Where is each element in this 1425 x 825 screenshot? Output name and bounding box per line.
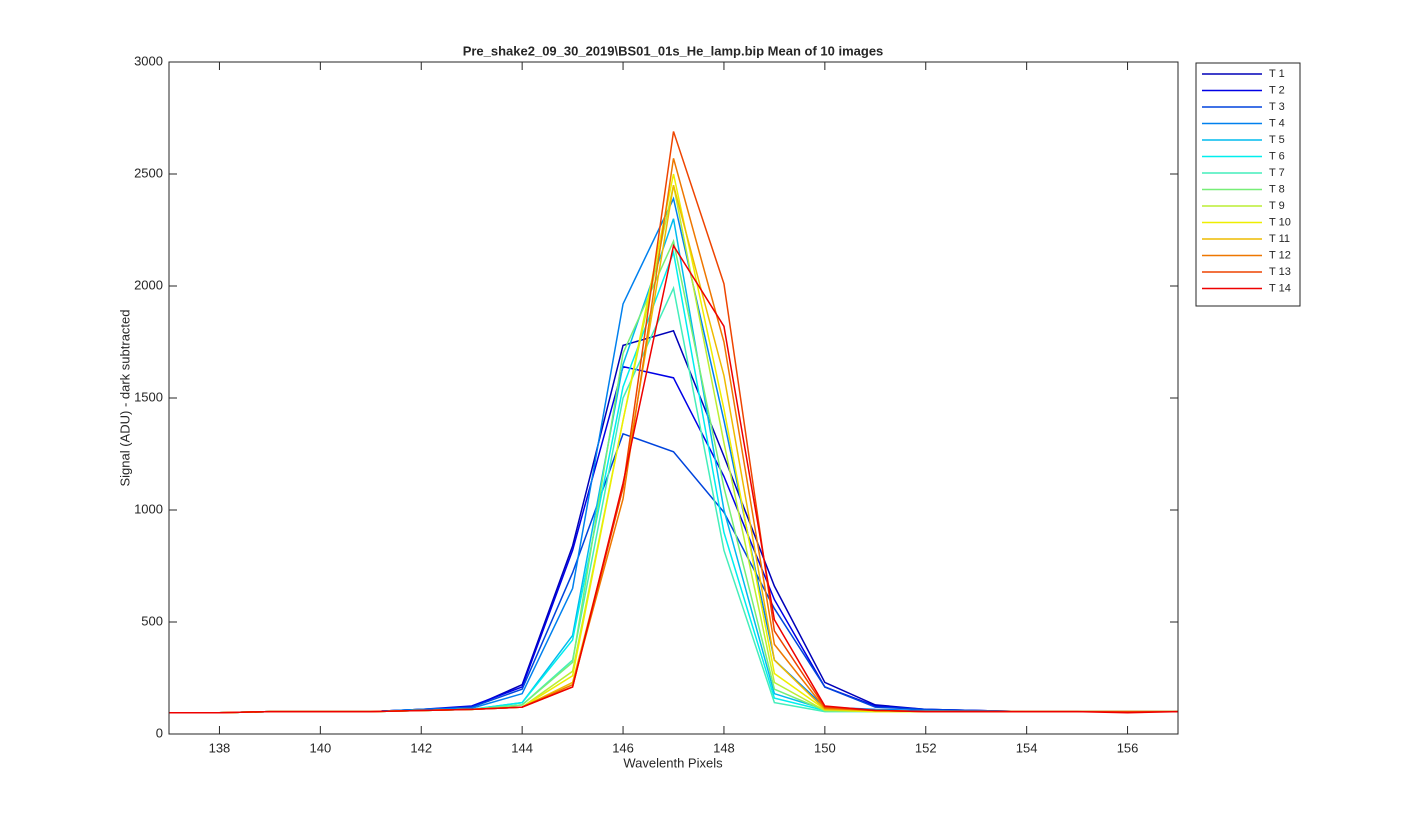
legend-label: T 14	[1269, 282, 1291, 294]
x-tick-label: 144	[511, 740, 533, 755]
y-tick-label: 1500	[134, 389, 163, 404]
legend-label: T 5	[1269, 134, 1285, 146]
legend-label: T 10	[1269, 216, 1291, 228]
legend-label: T 12	[1269, 249, 1291, 261]
legend-label: T 9	[1269, 200, 1285, 212]
x-tick-label: 148	[713, 740, 735, 755]
x-tick-label: 146	[612, 740, 634, 755]
legend-label: T 6	[1269, 150, 1285, 162]
y-tick-label: 1000	[134, 501, 163, 516]
legend-label: T 11	[1269, 233, 1290, 245]
x-axis-label: Wavelenth Pixels	[623, 755, 723, 770]
y-tick-label: 2500	[134, 165, 163, 180]
legend-label: T 4	[1269, 117, 1285, 129]
x-tick-label: 142	[410, 740, 432, 755]
x-tick-label: 140	[309, 740, 331, 755]
legend-label: T 8	[1269, 183, 1285, 195]
x-tick-label: 154	[1016, 740, 1038, 755]
x-tick-label: 150	[814, 740, 836, 755]
legend-label: T 7	[1269, 167, 1285, 179]
x-tick-label: 138	[209, 740, 231, 755]
y-axis-label: Signal (ADU) - dark subtracted	[117, 309, 132, 486]
x-tick-label: 152	[915, 740, 937, 755]
y-tick-label: 500	[141, 613, 163, 628]
legend: T 1 T 2 T 3 T 4 T 5 T 6 T 7 T 8 T 9 T 10 T 11 T 12 T…	[1195, 62, 1301, 307]
series-line	[169, 243, 1179, 714]
legend-label: T 2	[1269, 84, 1285, 96]
chart-title: Pre_shake2_09_30_2019\BS01_01s_He_lamp.b…	[463, 43, 884, 58]
y-tick-label: 2000	[134, 277, 163, 292]
y-tick-label: 3000	[134, 53, 163, 68]
x-tick-label: 156	[1117, 740, 1139, 755]
legend-label: T 1	[1269, 68, 1285, 80]
legend-label: T 13	[1269, 266, 1291, 278]
y-tick-label: 0	[156, 725, 163, 740]
legend-box	[1195, 62, 1301, 307]
legend-label: T 3	[1269, 101, 1285, 113]
